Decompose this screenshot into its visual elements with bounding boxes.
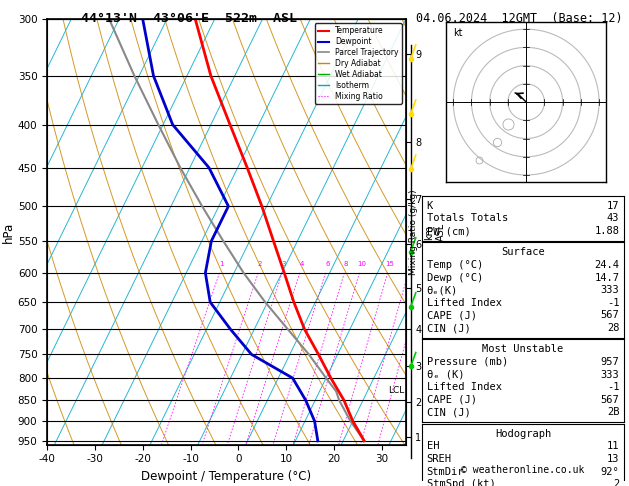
Text: 957: 957 xyxy=(601,357,620,367)
Text: CIN (J): CIN (J) xyxy=(426,323,470,333)
Text: StmSpd (kt): StmSpd (kt) xyxy=(426,479,496,486)
Text: LCL: LCL xyxy=(388,386,404,395)
Text: 11: 11 xyxy=(607,441,620,451)
Text: Most Unstable: Most Unstable xyxy=(482,344,564,354)
Text: Mixing Ratio (g/kg): Mixing Ratio (g/kg) xyxy=(409,189,418,275)
Text: CAPE (J): CAPE (J) xyxy=(426,311,477,320)
Text: 2: 2 xyxy=(258,260,262,267)
Text: Totals Totals: Totals Totals xyxy=(426,213,508,224)
Text: 333: 333 xyxy=(601,369,620,380)
Text: θₑ (K): θₑ (K) xyxy=(426,369,464,380)
Text: Surface: Surface xyxy=(501,247,545,257)
Text: K: K xyxy=(426,201,433,211)
Text: 1.88: 1.88 xyxy=(594,226,620,236)
Text: 10: 10 xyxy=(357,260,365,267)
Text: CAPE (J): CAPE (J) xyxy=(426,395,477,405)
Text: 6: 6 xyxy=(325,260,330,267)
Text: Dewp (°C): Dewp (°C) xyxy=(426,273,483,282)
Text: 8: 8 xyxy=(344,260,348,267)
Text: 3: 3 xyxy=(282,260,286,267)
Y-axis label: km
ASL: km ASL xyxy=(425,223,446,241)
Text: Pressure (mb): Pressure (mb) xyxy=(426,357,508,367)
Text: 567: 567 xyxy=(601,311,620,320)
Text: Hodograph: Hodograph xyxy=(495,429,551,439)
X-axis label: Dewpoint / Temperature (°C): Dewpoint / Temperature (°C) xyxy=(142,470,311,483)
Text: 28: 28 xyxy=(607,323,620,333)
Text: 4: 4 xyxy=(299,260,304,267)
Text: 567: 567 xyxy=(601,395,620,405)
Text: Temp (°C): Temp (°C) xyxy=(426,260,483,270)
Text: 24.4: 24.4 xyxy=(594,260,620,270)
Text: 44°13'N  43°06'E  522m  ASL: 44°13'N 43°06'E 522m ASL xyxy=(81,12,297,25)
Text: 14.7: 14.7 xyxy=(594,273,620,282)
Text: kt: kt xyxy=(454,29,463,38)
Text: θₑ(K): θₑ(K) xyxy=(426,285,458,295)
Text: 2: 2 xyxy=(613,479,620,486)
Y-axis label: hPa: hPa xyxy=(2,222,15,243)
Text: -1: -1 xyxy=(607,382,620,392)
Text: CIN (J): CIN (J) xyxy=(426,407,470,417)
Text: StmDir: StmDir xyxy=(426,467,464,477)
Text: 333: 333 xyxy=(601,285,620,295)
Text: 17: 17 xyxy=(607,201,620,211)
Text: SREH: SREH xyxy=(426,454,452,464)
Legend: Temperature, Dewpoint, Parcel Trajectory, Dry Adiabat, Wet Adiabat, Isotherm, Mi: Temperature, Dewpoint, Parcel Trajectory… xyxy=(314,23,402,104)
Text: 13: 13 xyxy=(607,454,620,464)
Text: 1: 1 xyxy=(220,260,224,267)
Text: PW (cm): PW (cm) xyxy=(426,226,470,236)
Text: -1: -1 xyxy=(607,298,620,308)
Text: 15: 15 xyxy=(385,260,394,267)
Text: Lifted Index: Lifted Index xyxy=(426,298,502,308)
Text: EH: EH xyxy=(426,441,439,451)
Text: © weatheronline.co.uk: © weatheronline.co.uk xyxy=(461,465,585,475)
Text: 04.06.2024  12GMT  (Base: 12): 04.06.2024 12GMT (Base: 12) xyxy=(416,12,622,25)
Text: 2B: 2B xyxy=(607,407,620,417)
Text: 43: 43 xyxy=(607,213,620,224)
Text: Lifted Index: Lifted Index xyxy=(426,382,502,392)
Text: 92°: 92° xyxy=(601,467,620,477)
